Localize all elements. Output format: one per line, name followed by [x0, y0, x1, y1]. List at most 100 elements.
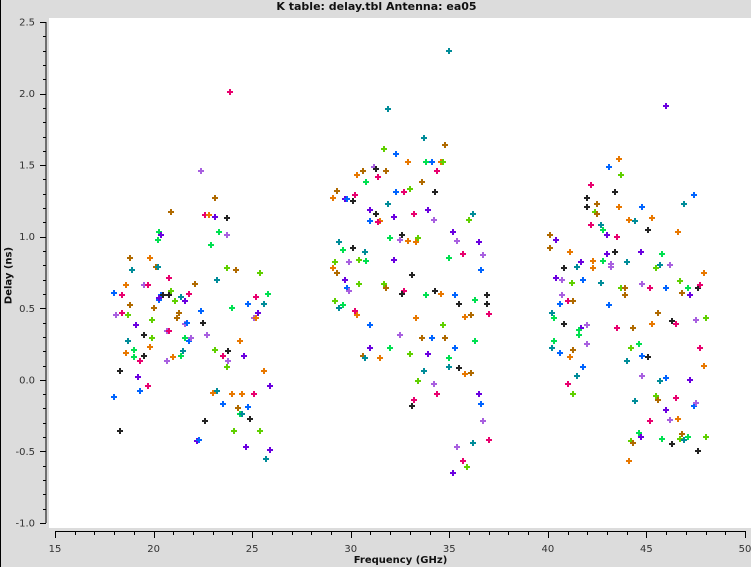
data-point	[387, 345, 393, 351]
data-point	[486, 437, 492, 443]
data-point	[429, 159, 435, 165]
data-point	[354, 312, 360, 318]
data-point	[182, 298, 188, 304]
data-point	[202, 212, 208, 218]
data-point	[679, 290, 685, 296]
data-point	[419, 179, 425, 185]
data-point	[352, 308, 358, 314]
data-point	[434, 168, 440, 174]
data-point	[687, 292, 693, 298]
data-point	[147, 344, 153, 350]
data-point	[431, 381, 437, 387]
data-point	[480, 252, 486, 258]
data-point	[551, 315, 557, 321]
data-point	[133, 322, 139, 328]
data-point	[113, 312, 119, 318]
data-point	[129, 267, 135, 273]
data-point	[606, 302, 612, 308]
data-point	[196, 437, 202, 443]
data-point	[647, 285, 653, 291]
data-point	[446, 48, 452, 54]
data-point	[334, 270, 340, 276]
data-point	[397, 237, 403, 243]
data-point	[125, 338, 131, 344]
data-point	[336, 305, 342, 311]
data-point	[178, 294, 184, 300]
data-point	[578, 325, 584, 331]
data-point	[241, 353, 247, 359]
data-point	[691, 403, 697, 409]
data-point	[383, 285, 389, 291]
data-point	[639, 281, 645, 287]
data-point	[235, 405, 241, 411]
data-point	[362, 249, 368, 255]
data-point	[574, 373, 580, 379]
data-point	[628, 345, 634, 351]
data-point	[472, 297, 478, 303]
data-point	[570, 391, 576, 397]
data-point	[701, 363, 707, 369]
data-point	[168, 209, 174, 215]
data-point	[409, 403, 415, 409]
data-point	[584, 195, 590, 201]
data-point	[253, 315, 259, 321]
x-tick-label: 15	[49, 544, 62, 555]
data-point	[470, 440, 476, 446]
data-point	[677, 436, 683, 442]
data-point	[638, 249, 644, 255]
data-point	[371, 164, 377, 170]
y-tick-label: 0.5	[19, 304, 35, 315]
data-point	[663, 407, 669, 413]
data-point	[559, 277, 565, 283]
data-point	[224, 232, 230, 238]
data-point	[663, 103, 669, 109]
data-point	[261, 368, 267, 374]
data-point	[476, 239, 482, 245]
data-point	[675, 416, 681, 422]
data-point	[397, 332, 403, 338]
data-point	[626, 458, 632, 464]
data-point	[697, 345, 703, 351]
data-point	[346, 259, 352, 265]
data-point	[454, 444, 460, 450]
data-point	[214, 388, 220, 394]
data-point	[261, 301, 267, 307]
data-point	[616, 156, 622, 162]
data-point	[580, 277, 586, 283]
data-point	[131, 354, 137, 360]
data-point	[703, 315, 709, 321]
data-point	[681, 201, 687, 207]
data-point	[147, 255, 153, 261]
data-point	[574, 264, 580, 270]
data-point	[212, 214, 218, 220]
data-point	[703, 434, 709, 440]
data-point	[472, 338, 478, 344]
y-tick-label: -1.0	[15, 519, 35, 530]
data-point	[624, 259, 630, 265]
data-point	[145, 282, 151, 288]
data-point	[344, 285, 350, 291]
data-point	[687, 377, 693, 383]
data-point	[415, 378, 421, 384]
data-point	[567, 249, 573, 255]
data-point	[367, 207, 373, 213]
data-point	[356, 257, 362, 263]
data-point	[330, 265, 336, 271]
data-point	[618, 285, 624, 291]
data-point	[649, 215, 655, 221]
data-point	[442, 142, 448, 148]
data-point	[432, 189, 438, 195]
data-point	[354, 172, 360, 178]
data-point	[452, 345, 458, 351]
data-point	[484, 301, 490, 307]
data-point	[429, 335, 435, 341]
x-tick-label: 35	[443, 544, 456, 555]
data-point	[180, 348, 186, 354]
data-point	[604, 251, 610, 257]
y-tick-label: 0.0	[19, 375, 35, 386]
data-point	[685, 285, 691, 291]
data-point	[409, 272, 415, 278]
data-point	[421, 368, 427, 374]
